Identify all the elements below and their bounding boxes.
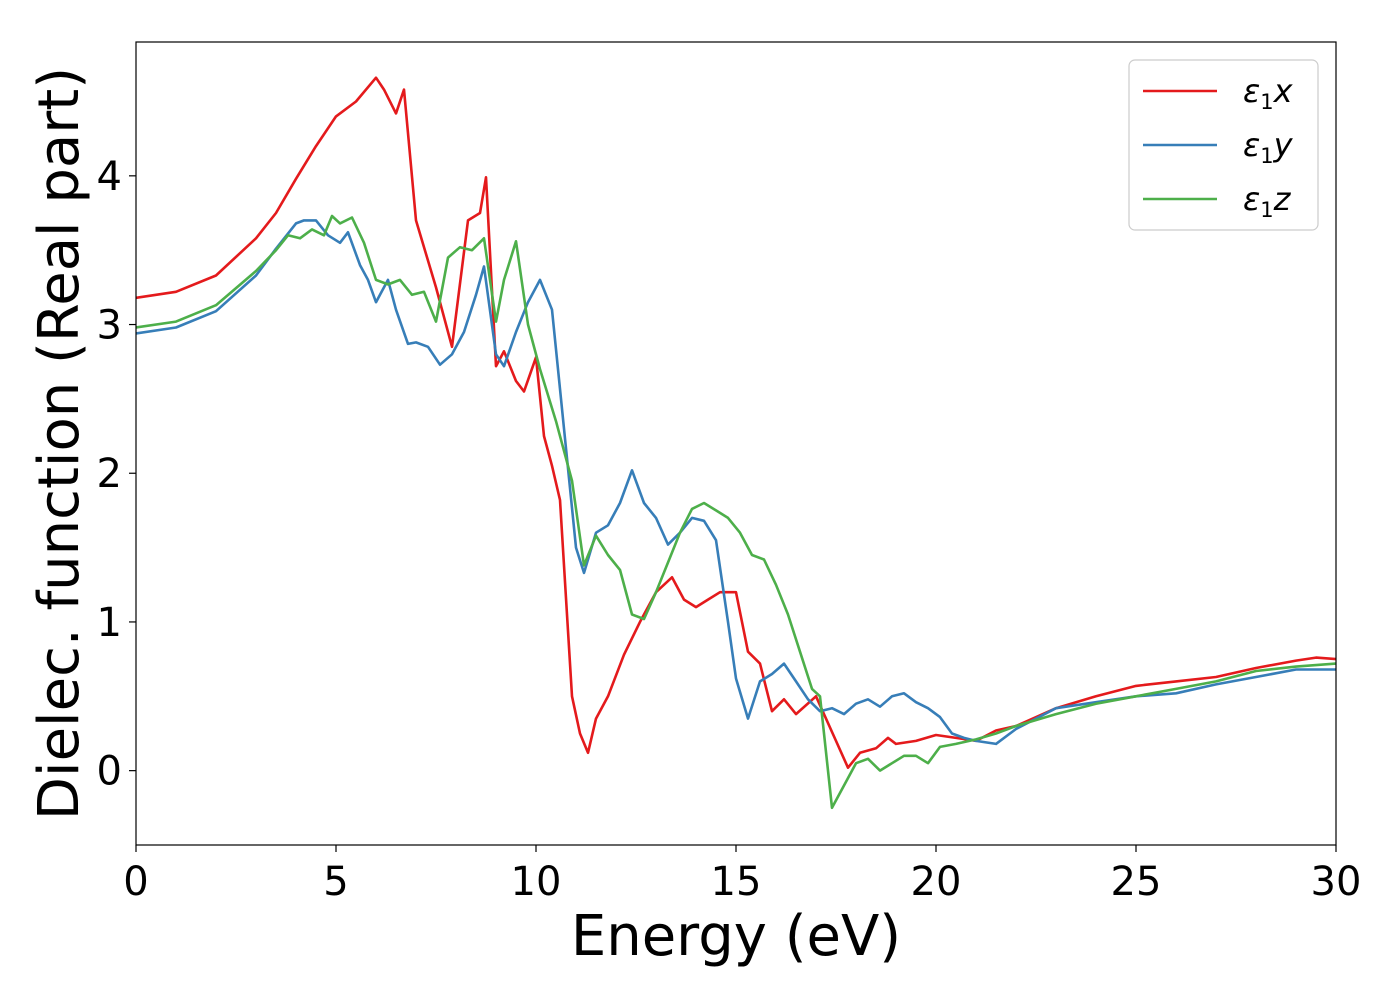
y-tick-label: 3 [97,303,122,349]
legend-label-subscript: 1 [1260,198,1273,222]
y-tick-label: 4 [97,154,122,200]
legend-label-component: y [1273,126,1294,164]
legend-label: ε1x [1243,72,1294,114]
series-line-z [136,214,1336,810]
legend-label-symbol: ε [1243,126,1260,164]
x-tick-label: 25 [1111,859,1162,905]
y-tick-label: 2 [97,451,122,497]
x-tick-label: 10 [511,859,562,905]
legend-box [1128,59,1319,231]
x-tick-label: 20 [911,859,962,905]
y-axis: 0 1 2 3 4 [97,154,136,795]
legend-label-symbol: ε [1243,180,1260,218]
y-tick-label: 1 [97,600,122,646]
y-tick-label: 0 [97,749,122,795]
legend-label-component: x [1273,72,1294,110]
series-layer [136,76,1336,810]
legend-label: ε1z [1243,180,1292,222]
legend-label-subscript: 1 [1260,144,1273,168]
legend-item: ε1z [1143,180,1292,222]
x-tick-label: 30 [1311,859,1362,905]
legend-label-component: z [1273,180,1292,218]
series-line-y [136,219,1336,746]
legend-label-subscript: 1 [1260,90,1273,114]
legend-item: ε1x [1143,72,1294,114]
legend-label: ε1y [1243,126,1294,168]
x-axis: 0 5 10 15 20 25 30 [123,845,1361,905]
x-tick-label: 15 [711,859,762,905]
y-axis-label: Dielec. function (Real part) [27,67,92,820]
x-tick-label: 0 [123,859,148,905]
x-tick-label: 5 [323,859,348,905]
legend-label-symbol: ε [1243,72,1260,110]
x-axis-label: Energy (eV) [571,904,901,969]
legend-item: ε1y [1143,126,1294,168]
